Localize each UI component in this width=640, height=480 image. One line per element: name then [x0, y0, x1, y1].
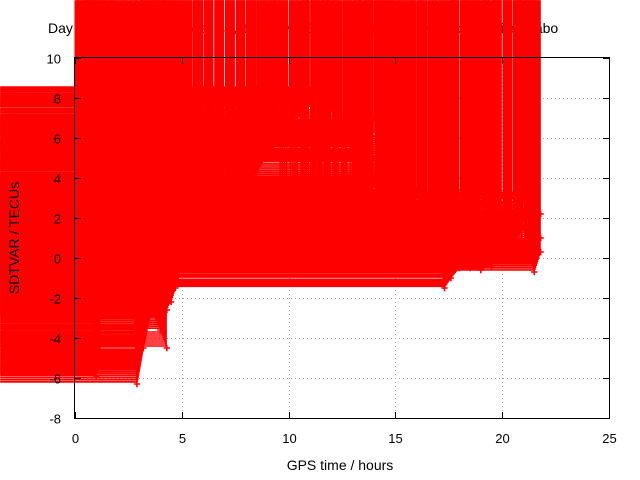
y-tick-label: 10	[47, 52, 61, 67]
y-tick-label: 0	[54, 252, 61, 267]
axis-ticks: 0 5 10 15 20 25 -8 -6 -4 -2 0 2 4 6 8 10	[47, 52, 617, 447]
y-tick-label: 6	[54, 132, 61, 147]
y-tick-label: 8	[54, 92, 61, 107]
y-tick-label: 4	[54, 172, 61, 187]
x-tick-label: 25	[602, 431, 616, 446]
y-tick-label: 2	[54, 212, 61, 227]
plot-frame	[74, 57, 610, 419]
y-tick-label: -2	[49, 292, 61, 307]
data-points	[0, 0, 544, 388]
x-tick-label: 10	[282, 431, 296, 446]
series-arc-10	[0, 0, 544, 276]
y-tick-label: -8	[49, 412, 61, 427]
y-tick-label: -4	[49, 332, 61, 347]
series-trace	[0, 0, 541, 271]
y-axis-label: SDTVAR / TECUs	[6, 182, 22, 294]
x-tick-label: 20	[495, 431, 509, 446]
y-tick-label: -6	[49, 372, 61, 387]
x-tick-label: 0	[72, 431, 79, 446]
x-tick-label: 15	[388, 431, 402, 446]
x-tick-label: 5	[179, 431, 186, 446]
x-axis-label: GPS time / hours	[287, 457, 394, 473]
